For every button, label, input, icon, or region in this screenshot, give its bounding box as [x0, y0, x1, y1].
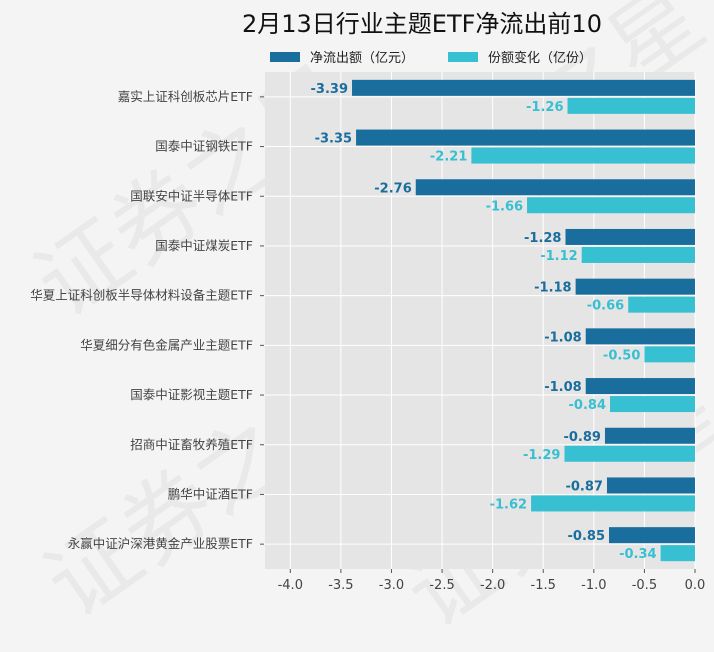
bar-share-change	[471, 147, 695, 164]
bar-net-outflow	[352, 79, 695, 96]
data-label: -0.34	[619, 547, 656, 562]
bar-share-change	[527, 197, 695, 214]
x-tick-label: -1.0	[581, 578, 606, 593]
x-tick-label: -2.5	[429, 578, 454, 593]
bar-chart: -4.0 -3.5 -3.0 -2.5 -2.0 -1.5 -1.0 -0.5 0.0 嘉实上证科…	[30, 72, 706, 593]
data-label: -2.21	[430, 150, 467, 165]
bar-share-change	[581, 246, 695, 263]
legend-swatch	[448, 51, 479, 62]
data-label: -0.50	[603, 348, 640, 363]
chart-title: 2月13日行业主题ETF净流出前10	[242, 10, 602, 38]
data-label: -1.28	[524, 231, 561, 246]
category-label: 华夏细分有色金属产业主题ETF	[80, 337, 253, 352]
data-label: -0.85	[568, 529, 605, 544]
category-label: 鹏华中证酒ETF	[168, 486, 253, 501]
bar-share-change	[564, 445, 695, 462]
data-label: -1.66	[486, 199, 523, 214]
bar-net-outflow	[565, 228, 695, 245]
bar-net-outflow	[575, 278, 695, 295]
x-tick-label: -3.0	[379, 578, 404, 593]
data-label: -3.35	[315, 132, 352, 147]
data-label: -2.76	[374, 181, 411, 196]
legend-item-share-change: 份额变化（亿份）	[448, 47, 592, 66]
legend: 净流出额（亿元） 份额变化（亿份）	[270, 47, 592, 66]
legend-swatch	[270, 51, 300, 62]
x-tick-label: -1.5	[531, 578, 556, 593]
category-label: 国泰中证钢铁ETF	[155, 139, 253, 154]
data-label: -1.12	[540, 249, 577, 264]
bar-share-change	[567, 97, 695, 114]
x-tick-label: 0.0	[685, 578, 706, 593]
data-label: -0.87	[565, 479, 602, 494]
category-label: 招商中证畜牧养殖ETF	[130, 437, 253, 452]
bar-net-outflow	[606, 477, 695, 494]
bar-net-outflow	[585, 378, 695, 395]
bar-net-outflow	[415, 179, 695, 196]
data-label: -3.39	[311, 82, 348, 97]
bar-share-change	[531, 495, 695, 512]
x-tick-label: -3.5	[328, 578, 353, 593]
data-label: -0.89	[563, 430, 600, 445]
category-label: 国泰中证煤炭ETF	[155, 238, 253, 253]
category-label: 华夏上证科创板半导体材料设备主题ETF	[30, 288, 253, 303]
bar-share-change	[644, 346, 695, 363]
category-label: 国泰中证影视主题ETF	[130, 387, 253, 402]
bar-net-outflow	[609, 527, 695, 544]
category-label: 嘉实上证科创板芯片ETF	[118, 89, 253, 104]
data-label: -1.29	[523, 448, 560, 463]
x-tick-label: -4.0	[278, 578, 303, 593]
data-label: -1.26	[526, 100, 563, 115]
legend-item-net-outflow: 净流出额（亿元）	[270, 47, 414, 66]
bar-share-change	[660, 545, 695, 562]
data-label: -1.62	[490, 497, 527, 512]
data-label: -0.84	[569, 398, 606, 413]
x-tick-label: -0.5	[632, 578, 657, 593]
category-label: 永赢中证沪深港黄金产业股票ETF	[68, 536, 253, 551]
data-label: -1.18	[534, 281, 571, 296]
bar-net-outflow	[604, 427, 695, 444]
data-label: -0.66	[587, 299, 624, 314]
x-tick-label: -2.0	[480, 578, 505, 593]
bar-net-outflow	[585, 328, 695, 345]
bar-net-outflow	[356, 129, 695, 146]
category-label: 国联安中证半导体ETF	[130, 188, 253, 203]
legend-label: 份额变化（亿份）	[488, 51, 593, 66]
data-label: -1.08	[544, 330, 581, 345]
bar-share-change	[610, 396, 695, 413]
data-label: -1.08	[544, 380, 581, 395]
bar-share-change	[628, 296, 695, 313]
legend-label: 净流出额（亿元）	[310, 51, 415, 66]
